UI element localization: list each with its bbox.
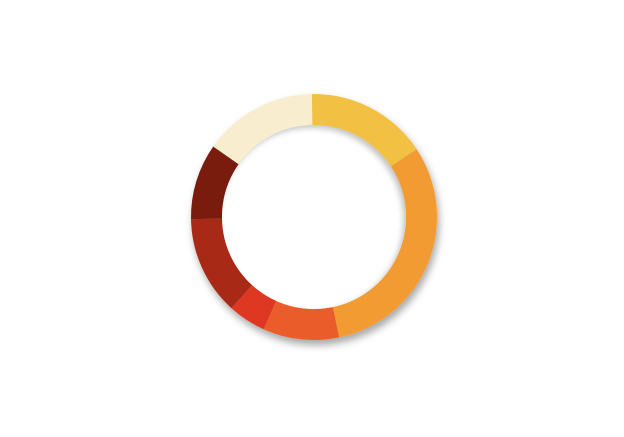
donut-slice-5 bbox=[191, 218, 253, 309]
donut-slice-1 bbox=[311, 94, 417, 167]
donut-slice-2 bbox=[332, 149, 438, 338]
donut-slice-4 bbox=[231, 285, 277, 330]
donut-hole bbox=[222, 125, 406, 309]
donut-slice-7 bbox=[213, 94, 313, 165]
donut-slice-6 bbox=[191, 146, 239, 220]
donut-ring bbox=[191, 94, 438, 340]
donut-slice-3 bbox=[263, 300, 340, 340]
